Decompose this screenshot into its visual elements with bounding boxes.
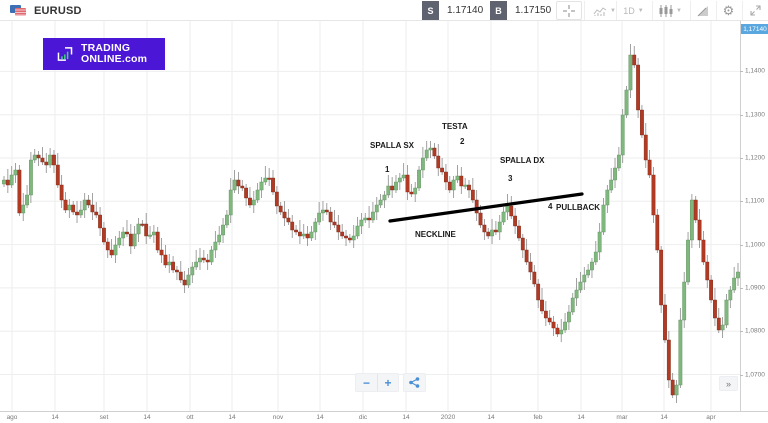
time-label: ago [6,414,18,421]
time-label: nov [272,414,284,421]
crosshair-button[interactable] [556,1,582,20]
price-label: 1,0900 [745,284,765,292]
fullscreen-button[interactable] [742,1,768,20]
chevron-down-icon: ▼ [610,7,616,14]
time-label: dic [358,414,368,421]
price-chart[interactable] [0,21,740,411]
crosshair-icon [563,4,575,17]
price-label: 1,1300 [745,111,765,119]
chevron-down-icon: ▼ [637,7,644,14]
chevron-down-icon: ▼ [676,7,682,14]
eur-usd-flag-icon [10,5,26,16]
price-tick [740,244,743,246]
gear-icon: ⚙ [722,2,735,18]
indicators-button[interactable]: ▼ [584,1,624,20]
zoom-button-group: − + [355,373,399,392]
drawing-tools-button[interactable] [690,1,714,20]
time-label: apr [706,414,716,421]
time-label: 14 [316,414,324,421]
sell-tag: S [422,1,439,20]
symbol-name: EURUSD [34,4,82,17]
time-label: 14 [577,414,585,421]
time-label: 14 [402,414,410,421]
settings-button[interactable]: ⚙ [716,1,740,20]
price-label: 1,0700 [745,371,765,378]
price-tick [740,71,743,73]
sell-price: 1.17140 [447,5,484,16]
symbol-selector[interactable]: EURUSD [10,3,82,18]
share-button-group [403,373,426,392]
time-label: feb [533,414,543,421]
price-label: 1,1000 [745,241,765,249]
label-testa: TESTA [442,122,468,131]
current-price-badge: 1,17140 [741,24,768,34]
label-pullback: PULLBACK [556,203,600,212]
price-tick [740,287,743,289]
price-label: 1,0800 [745,327,765,335]
time-label: 14 [143,414,151,421]
candle-type-icon [659,4,673,17]
label-spalla-dx: SPALLA DX [500,156,545,165]
time-label: set [99,414,109,421]
label-point-1: 1 [385,165,390,174]
sell-quote-button[interactable]: S 1.17140 [422,1,491,20]
buy-price: 1.17150 [515,5,552,16]
buy-quote-button[interactable]: B 1.17150 [490,1,559,20]
price-label: 1,1400 [745,67,765,75]
label-neckline: NECKLINE [415,230,456,239]
time-label: mar [616,414,628,421]
drawing-tools-icon [697,5,708,16]
logo-chart-icon [57,47,73,61]
time-label: 14 [487,414,495,421]
buy-tag: B [490,1,507,20]
time-label: 14 [660,414,668,421]
price-label: 1,1100 [745,197,765,205]
scroll-to-latest-button[interactable]: » [719,376,738,391]
price-tick [740,331,743,333]
zoom-controls: − + [355,373,426,392]
price-tick [740,158,743,159]
label-spalla-sx: SPALLA SX [370,141,415,150]
time-label: 14 [228,414,236,421]
chart-toolbar: EURUSD S 1.17140 B 1.17150 ▼ 1D ▼ ▼ [0,0,768,21]
zoom-in-button[interactable]: + [377,374,398,391]
time-label: 14 [51,414,59,421]
time-axis[interactable]: ago 14 set 14 ott 14 nov 14 dic 14 2020 14 feb 14 mar 1… [0,411,768,423]
candle-type-button[interactable]: ▼ [652,1,688,20]
timeframe-select[interactable]: 1D ▼ [616,1,650,20]
price-tick [740,374,743,376]
price-tick [740,201,743,203]
fullscreen-icon [750,5,761,16]
tradingonline-logo: TRADING ONLINE.com [43,38,165,70]
time-label: 2020 [440,414,456,421]
logo-text: TRADING ONLINE.com [81,42,148,65]
share-button[interactable] [404,374,425,391]
price-axis[interactable]: 1,17140 1,1400 1,1300 1,1200 1,1100 1,1000 1,… [740,21,768,411]
label-point-2: 2 [460,137,465,146]
timeframe-value: 1D [623,5,635,16]
price-label: 1,1200 [745,154,765,162]
label-point-3: 3 [508,174,513,183]
share-icon [409,377,420,388]
price-tick [740,114,743,116]
time-label: ott [186,414,194,421]
indicators-icon [593,6,607,16]
label-point-4: 4 [548,202,553,211]
candlestick-plot[interactable] [0,21,740,411]
zoom-out-button[interactable]: − [362,375,370,390]
